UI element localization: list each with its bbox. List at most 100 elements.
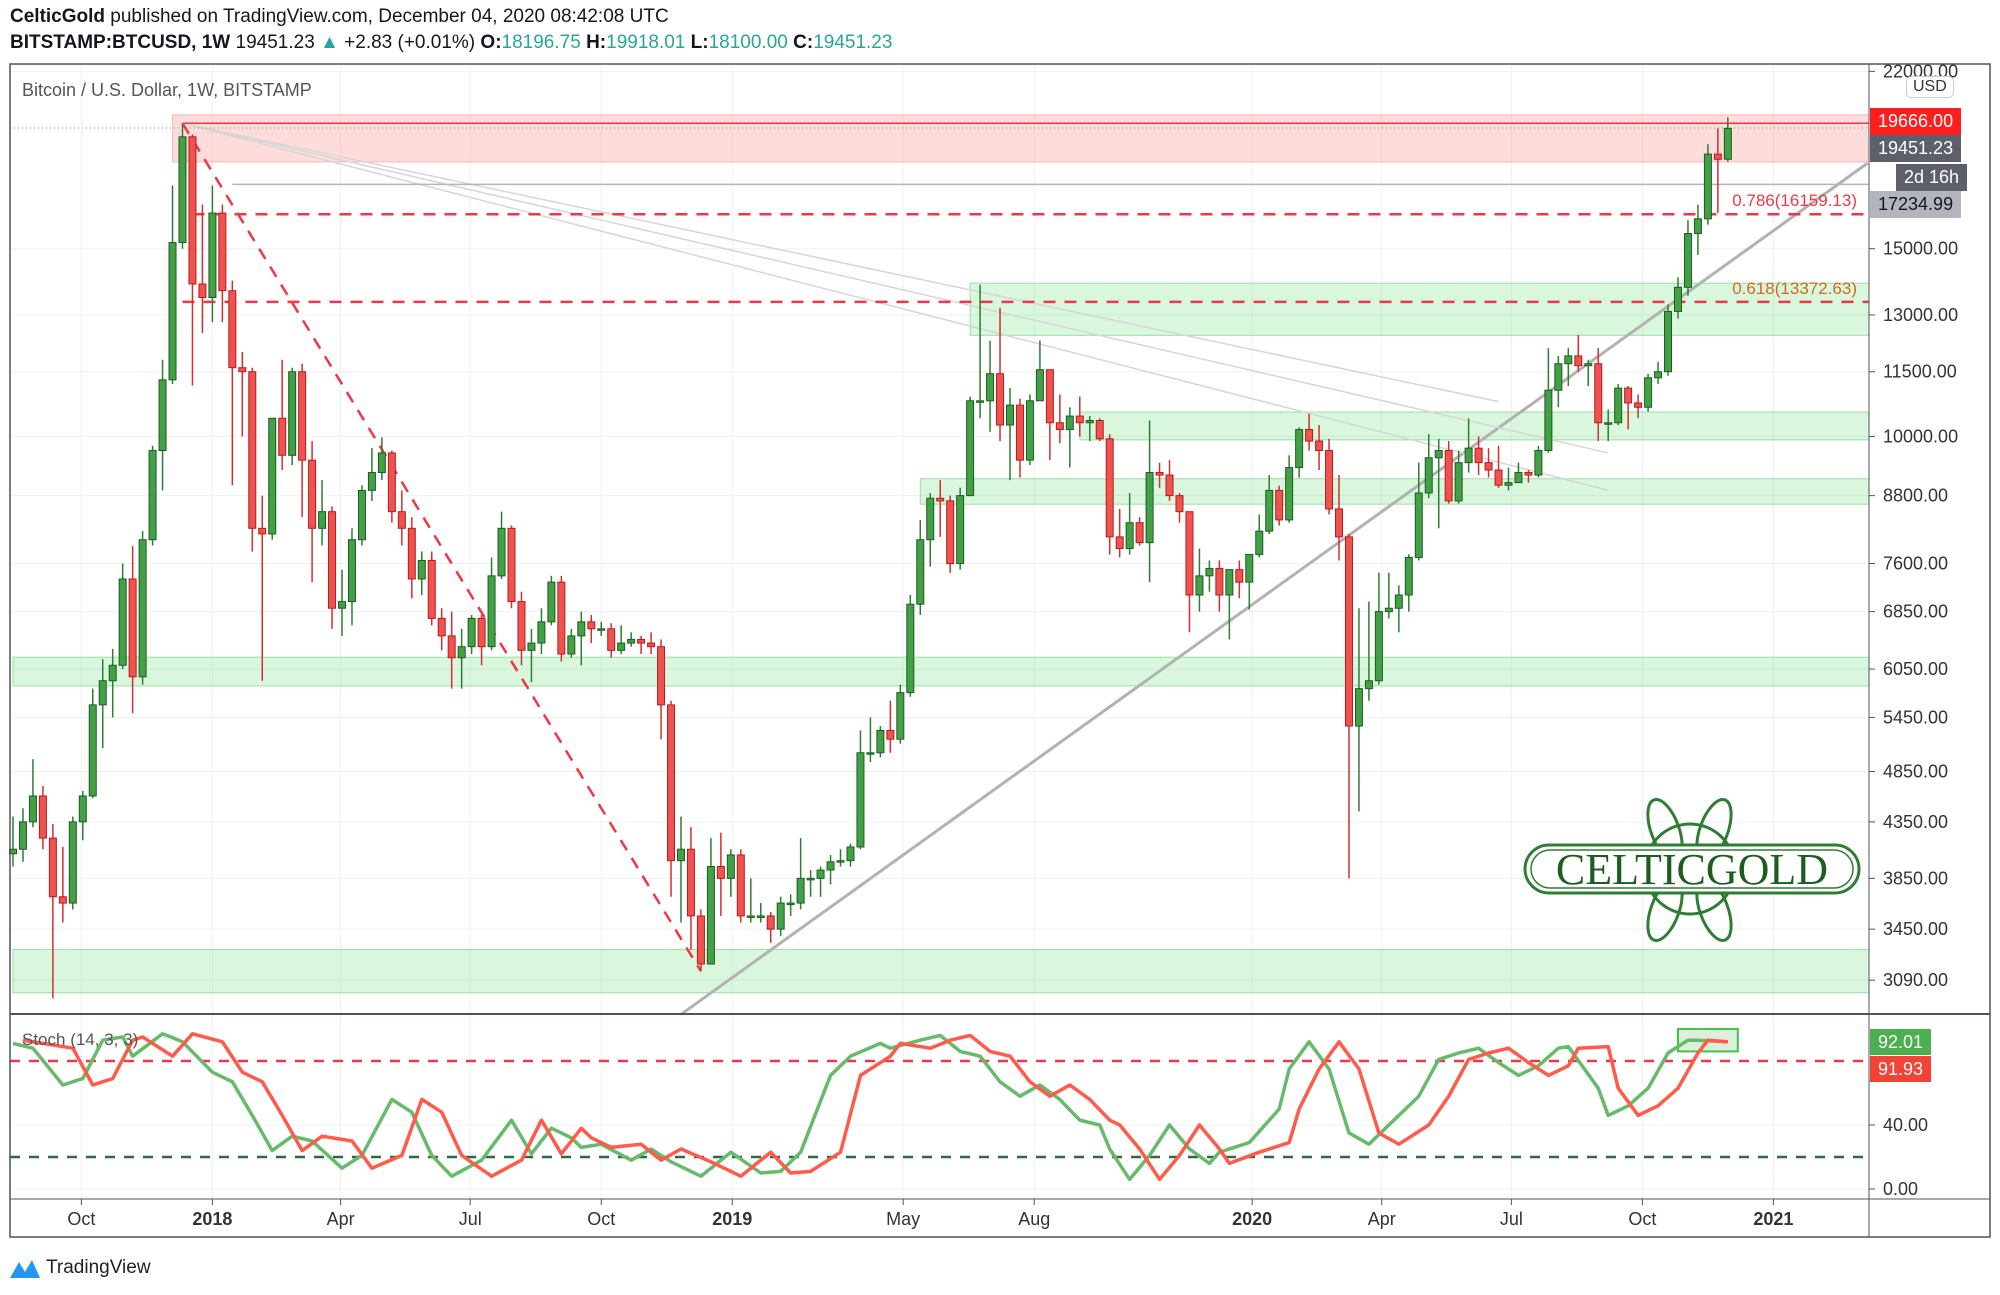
candle: [268, 417, 277, 540]
candle-body: [617, 642, 626, 651]
candle: [1025, 394, 1034, 466]
candle-body: [1145, 472, 1154, 544]
candle: [1454, 450, 1463, 504]
symbol-name[interactable]: BITSTAMP:BTCUSD, 1W: [10, 32, 231, 53]
candle: [766, 912, 775, 943]
candle-body: [1703, 153, 1712, 220]
candle-body: [816, 869, 825, 879]
candle: [1185, 511, 1194, 633]
candle-body: [776, 902, 785, 930]
candle-body: [986, 373, 995, 402]
candle: [557, 575, 566, 662]
candle: [427, 551, 436, 626]
candle-body: [876, 729, 885, 754]
candle-body: [1335, 508, 1344, 538]
candle: [826, 854, 835, 885]
candle: [966, 396, 975, 497]
candle-body: [68, 821, 77, 904]
candle-body: [108, 664, 117, 682]
candle: [1614, 383, 1623, 425]
candle: [308, 441, 317, 583]
author-name[interactable]: CelticGold: [10, 6, 106, 27]
candle: [1265, 475, 1274, 534]
axes: 22000.0015000.0013000.0011500.0010000.00…: [9, 61, 1991, 1238]
candle-body: [318, 511, 327, 529]
candle-body: [447, 635, 456, 659]
candle: [1404, 554, 1413, 612]
candle: [706, 838, 715, 965]
candle-body: [1275, 489, 1284, 521]
candle-body: [28, 795, 37, 823]
countdown-badge: 2d 16h: [1896, 164, 1968, 191]
candle-body: [1195, 575, 1204, 596]
candle-body: [1105, 438, 1114, 538]
candle: [1534, 445, 1543, 478]
candle: [218, 204, 227, 323]
candle-body: [1065, 415, 1074, 431]
candle: [387, 450, 396, 523]
open-label: O:: [480, 32, 502, 53]
candle: [128, 546, 137, 714]
candle-body: [1424, 457, 1433, 494]
tradingview-logo[interactable]: TradingView: [8, 1256, 151, 1280]
candle: [288, 367, 297, 466]
level-badge: 17234.99: [1870, 191, 1962, 218]
candle: [148, 445, 157, 546]
candle: [976, 284, 985, 419]
candle-body: [208, 212, 217, 298]
candle-body: [507, 527, 516, 603]
candle-body: [1025, 400, 1034, 461]
candle: [258, 495, 267, 681]
candle-body: [338, 601, 347, 609]
candle: [657, 639, 666, 740]
candle-body: [686, 848, 695, 917]
candle: [38, 786, 47, 850]
candle: [318, 480, 327, 546]
candle-body: [607, 628, 616, 651]
candle-body: [1584, 363, 1593, 367]
candle-body: [58, 896, 67, 904]
price-tick-label: 4350.00: [1883, 812, 1948, 832]
candle-body: [1285, 467, 1294, 521]
price-tick-label: 4850.00: [1883, 761, 1948, 781]
candle-body: [1374, 611, 1383, 682]
candle: [926, 492, 935, 567]
candle: [1195, 548, 1204, 612]
high-label: H:: [586, 32, 607, 53]
candle: [1295, 427, 1304, 478]
candle-body: [1035, 369, 1044, 402]
candle-body: [1165, 474, 1174, 497]
candle-body: [457, 646, 466, 659]
candle: [1554, 355, 1563, 408]
candle: [1384, 572, 1393, 619]
candle: [447, 611, 456, 689]
candle: [457, 628, 466, 689]
candle-body: [1295, 429, 1304, 469]
candle-body: [1394, 594, 1403, 609]
price-tick-label: 3450.00: [1883, 919, 1948, 939]
chart-title: Bitcoin / U.S. Dollar, 1W, BITSTAMP: [22, 80, 312, 100]
candle-body: [88, 704, 97, 797]
candle: [248, 367, 257, 552]
candle-body: [198, 283, 207, 298]
candle-body: [916, 539, 925, 605]
logo-text: CELTICGOLD: [1556, 845, 1828, 894]
time-tick-label: 2020: [1232, 1209, 1272, 1229]
candle-body: [946, 500, 955, 564]
candle-body: [726, 854, 735, 879]
close-label: C:: [793, 32, 814, 53]
candle-body: [248, 371, 257, 529]
candle-body: [1713, 153, 1722, 160]
time-tick-label: Aug: [1018, 1209, 1050, 1229]
candle-body: [1644, 377, 1653, 408]
candle: [1584, 359, 1593, 387]
candle: [228, 280, 237, 486]
currency-button[interactable]: USD: [1906, 76, 1954, 98]
candle: [1105, 434, 1114, 555]
candle: [986, 340, 995, 432]
candle-body: [627, 638, 636, 644]
candle-body: [806, 877, 815, 881]
candle: [198, 204, 207, 334]
candle: [1275, 485, 1284, 526]
